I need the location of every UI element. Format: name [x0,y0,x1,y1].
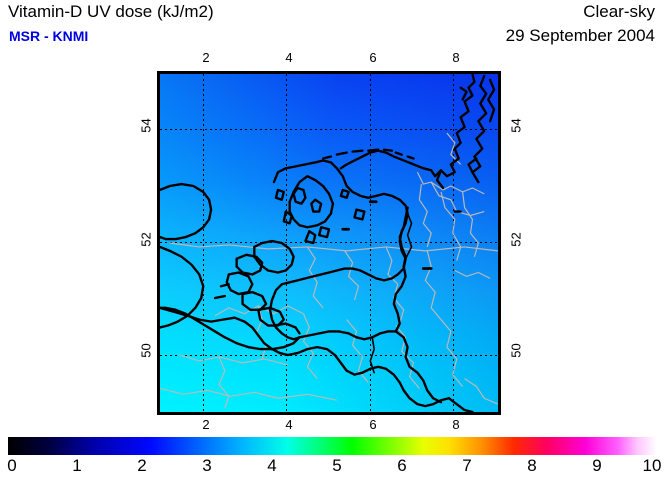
lat-tick-right-50: 50 [508,343,524,358]
graticule-lon-2 [203,74,204,412]
lat-tick-left-52: 52 [138,232,154,247]
colorbar-gradient [8,437,657,455]
map-vector-overlay [160,74,498,412]
lon-tick-top-4: 4 [285,50,293,65]
data-source-label: MSR - KNMI [9,28,89,44]
graticule-lon-6 [370,74,371,412]
colorbar-tick-7: 7 [462,456,472,475]
coastline-and-national-borders [160,74,496,412]
colorbar-tick-0: 0 [7,456,17,475]
lon-tick-top-2: 2 [202,50,210,65]
colorbar-tick-1: 1 [72,456,82,475]
lat-tick-left-50: 50 [138,343,154,358]
lon-tick-top-6: 6 [369,50,377,65]
colorbar-tick-3: 3 [202,456,212,475]
graticule-lon-8 [453,74,454,412]
colorbar-tick-9: 9 [592,456,602,475]
colorbar-tick-labels: 0 1 2 3 4 5 6 7 8 9 10 [0,456,665,478]
graticule-lat-52 [160,242,498,243]
page-title: Vitamin-D UV dose (kJ/m2) [8,2,214,21]
lon-tick-bottom-8: 8 [452,417,460,432]
graticule-lon-4 [286,74,287,412]
graticule-lat-50 [160,355,498,356]
colorbar[interactable] [8,437,657,455]
lat-tick-right-54: 54 [508,118,524,133]
map-plot-area[interactable] [157,71,501,415]
date-label: 29 September 2004 [505,26,655,45]
colorbar-tick-4: 4 [267,456,277,475]
graticule-lat-54 [160,129,498,130]
colorbar-tick-8: 8 [527,456,537,475]
lat-tick-left-54: 54 [138,118,154,133]
lon-tick-bottom-4: 4 [285,417,293,432]
colorbar-tick-6: 6 [397,456,407,475]
lon-tick-bottom-2: 2 [202,417,210,432]
lon-tick-top-8: 8 [452,50,460,65]
colorbar-tick-2: 2 [137,456,147,475]
colorbar-tick-10: 10 [642,456,662,475]
sky-condition-label: Clear-sky [583,2,655,21]
lat-tick-right-52: 52 [508,232,524,247]
lon-tick-bottom-6: 6 [369,417,377,432]
colorbar-tick-5: 5 [332,456,342,475]
internal-borders [160,132,498,409]
